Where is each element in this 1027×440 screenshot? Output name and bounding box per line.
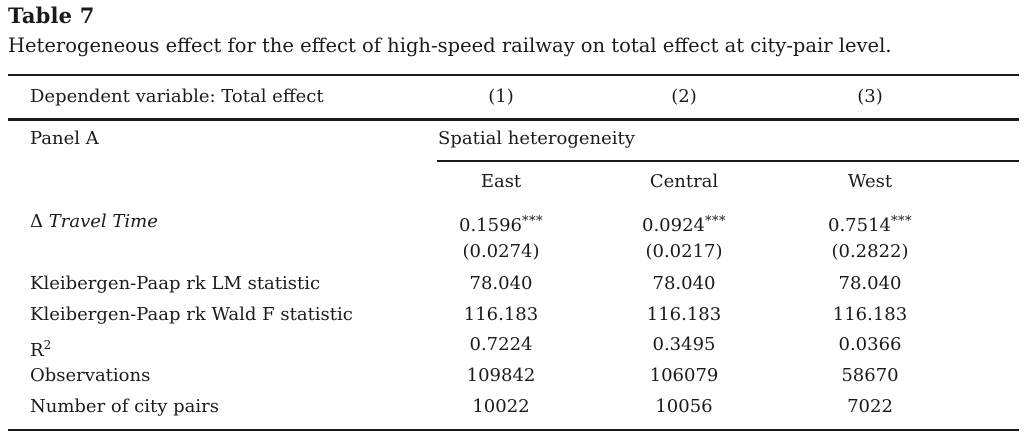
r-squared-label: R2 — [30, 334, 51, 362]
r-superscript: 2 — [43, 338, 52, 352]
panel-heading: Spatial heterogeneity — [438, 128, 635, 149]
observations-3: 58670 — [841, 365, 899, 386]
column-header-1: (1) — [488, 86, 514, 107]
coef-value: 0.1596 — [459, 215, 522, 236]
r-squared-2: 0.3495 — [652, 334, 716, 355]
panel-label: Panel A — [30, 128, 99, 149]
table-title: Table 7 — [8, 3, 95, 28]
observations-1: 109842 — [466, 365, 536, 386]
travel-time-coef-1: 0.1596*** — [410, 211, 592, 237]
lm-statistic-1: 78.040 — [469, 273, 533, 294]
r-squared-3: 0.0366 — [838, 334, 902, 355]
bottom-rule — [8, 429, 1019, 431]
wald-statistic-label: Kleibergen-Paap rk Wald F statistic — [30, 304, 353, 325]
travel-time-se-1: (0.0274) — [462, 241, 540, 262]
travel-time-label: Δ Travel Time — [30, 211, 158, 233]
travel-time-se-3: (0.2822) — [831, 241, 909, 262]
travel-time-coef-3: 0.7514*** — [776, 211, 964, 237]
lm-statistic-3: 78.040 — [838, 273, 902, 294]
coef-value: 0.7514 — [828, 215, 891, 236]
column-header-3: (3) — [857, 86, 883, 107]
top-rule — [8, 74, 1019, 76]
city-pairs-2: 10056 — [655, 396, 713, 417]
region-west: West — [847, 171, 893, 192]
region-central: Central — [649, 171, 719, 192]
travel-time-text: Travel Time — [48, 211, 158, 232]
column-header-2: (2) — [671, 86, 697, 107]
city-pairs-label: Number of city pairs — [30, 396, 219, 417]
wald-statistic-1: 116.183 — [463, 304, 539, 325]
significance-stars: *** — [521, 214, 543, 229]
header-rule — [8, 118, 1019, 121]
observations-label: Observations — [30, 365, 151, 386]
significance-stars: *** — [704, 214, 726, 229]
wald-statistic-3: 116.183 — [832, 304, 908, 325]
delta-symbol: Δ — [30, 211, 43, 232]
r-squared-1: 0.7224 — [469, 334, 533, 355]
lm-statistic-label: Kleibergen-Paap rk LM statistic — [30, 273, 321, 294]
travel-time-se-2: (0.0217) — [645, 241, 723, 262]
significance-stars: *** — [890, 214, 912, 229]
city-pairs-1: 10022 — [472, 396, 530, 417]
city-pairs-3: 7022 — [847, 396, 893, 417]
region-east: East — [480, 171, 522, 192]
wald-statistic-2: 116.183 — [646, 304, 722, 325]
r-letter: R — [30, 340, 44, 361]
travel-time-coef-2: 0.0924*** — [592, 211, 776, 237]
coef-value: 0.0924 — [642, 215, 705, 236]
panel-rule — [437, 160, 1019, 162]
dependent-variable-label: Dependent variable: Total effect — [30, 86, 324, 107]
lm-statistic-2: 78.040 — [652, 273, 716, 294]
observations-2: 106079 — [649, 365, 719, 386]
table-caption: Heterogeneous effect for the effect of h… — [8, 34, 892, 57]
